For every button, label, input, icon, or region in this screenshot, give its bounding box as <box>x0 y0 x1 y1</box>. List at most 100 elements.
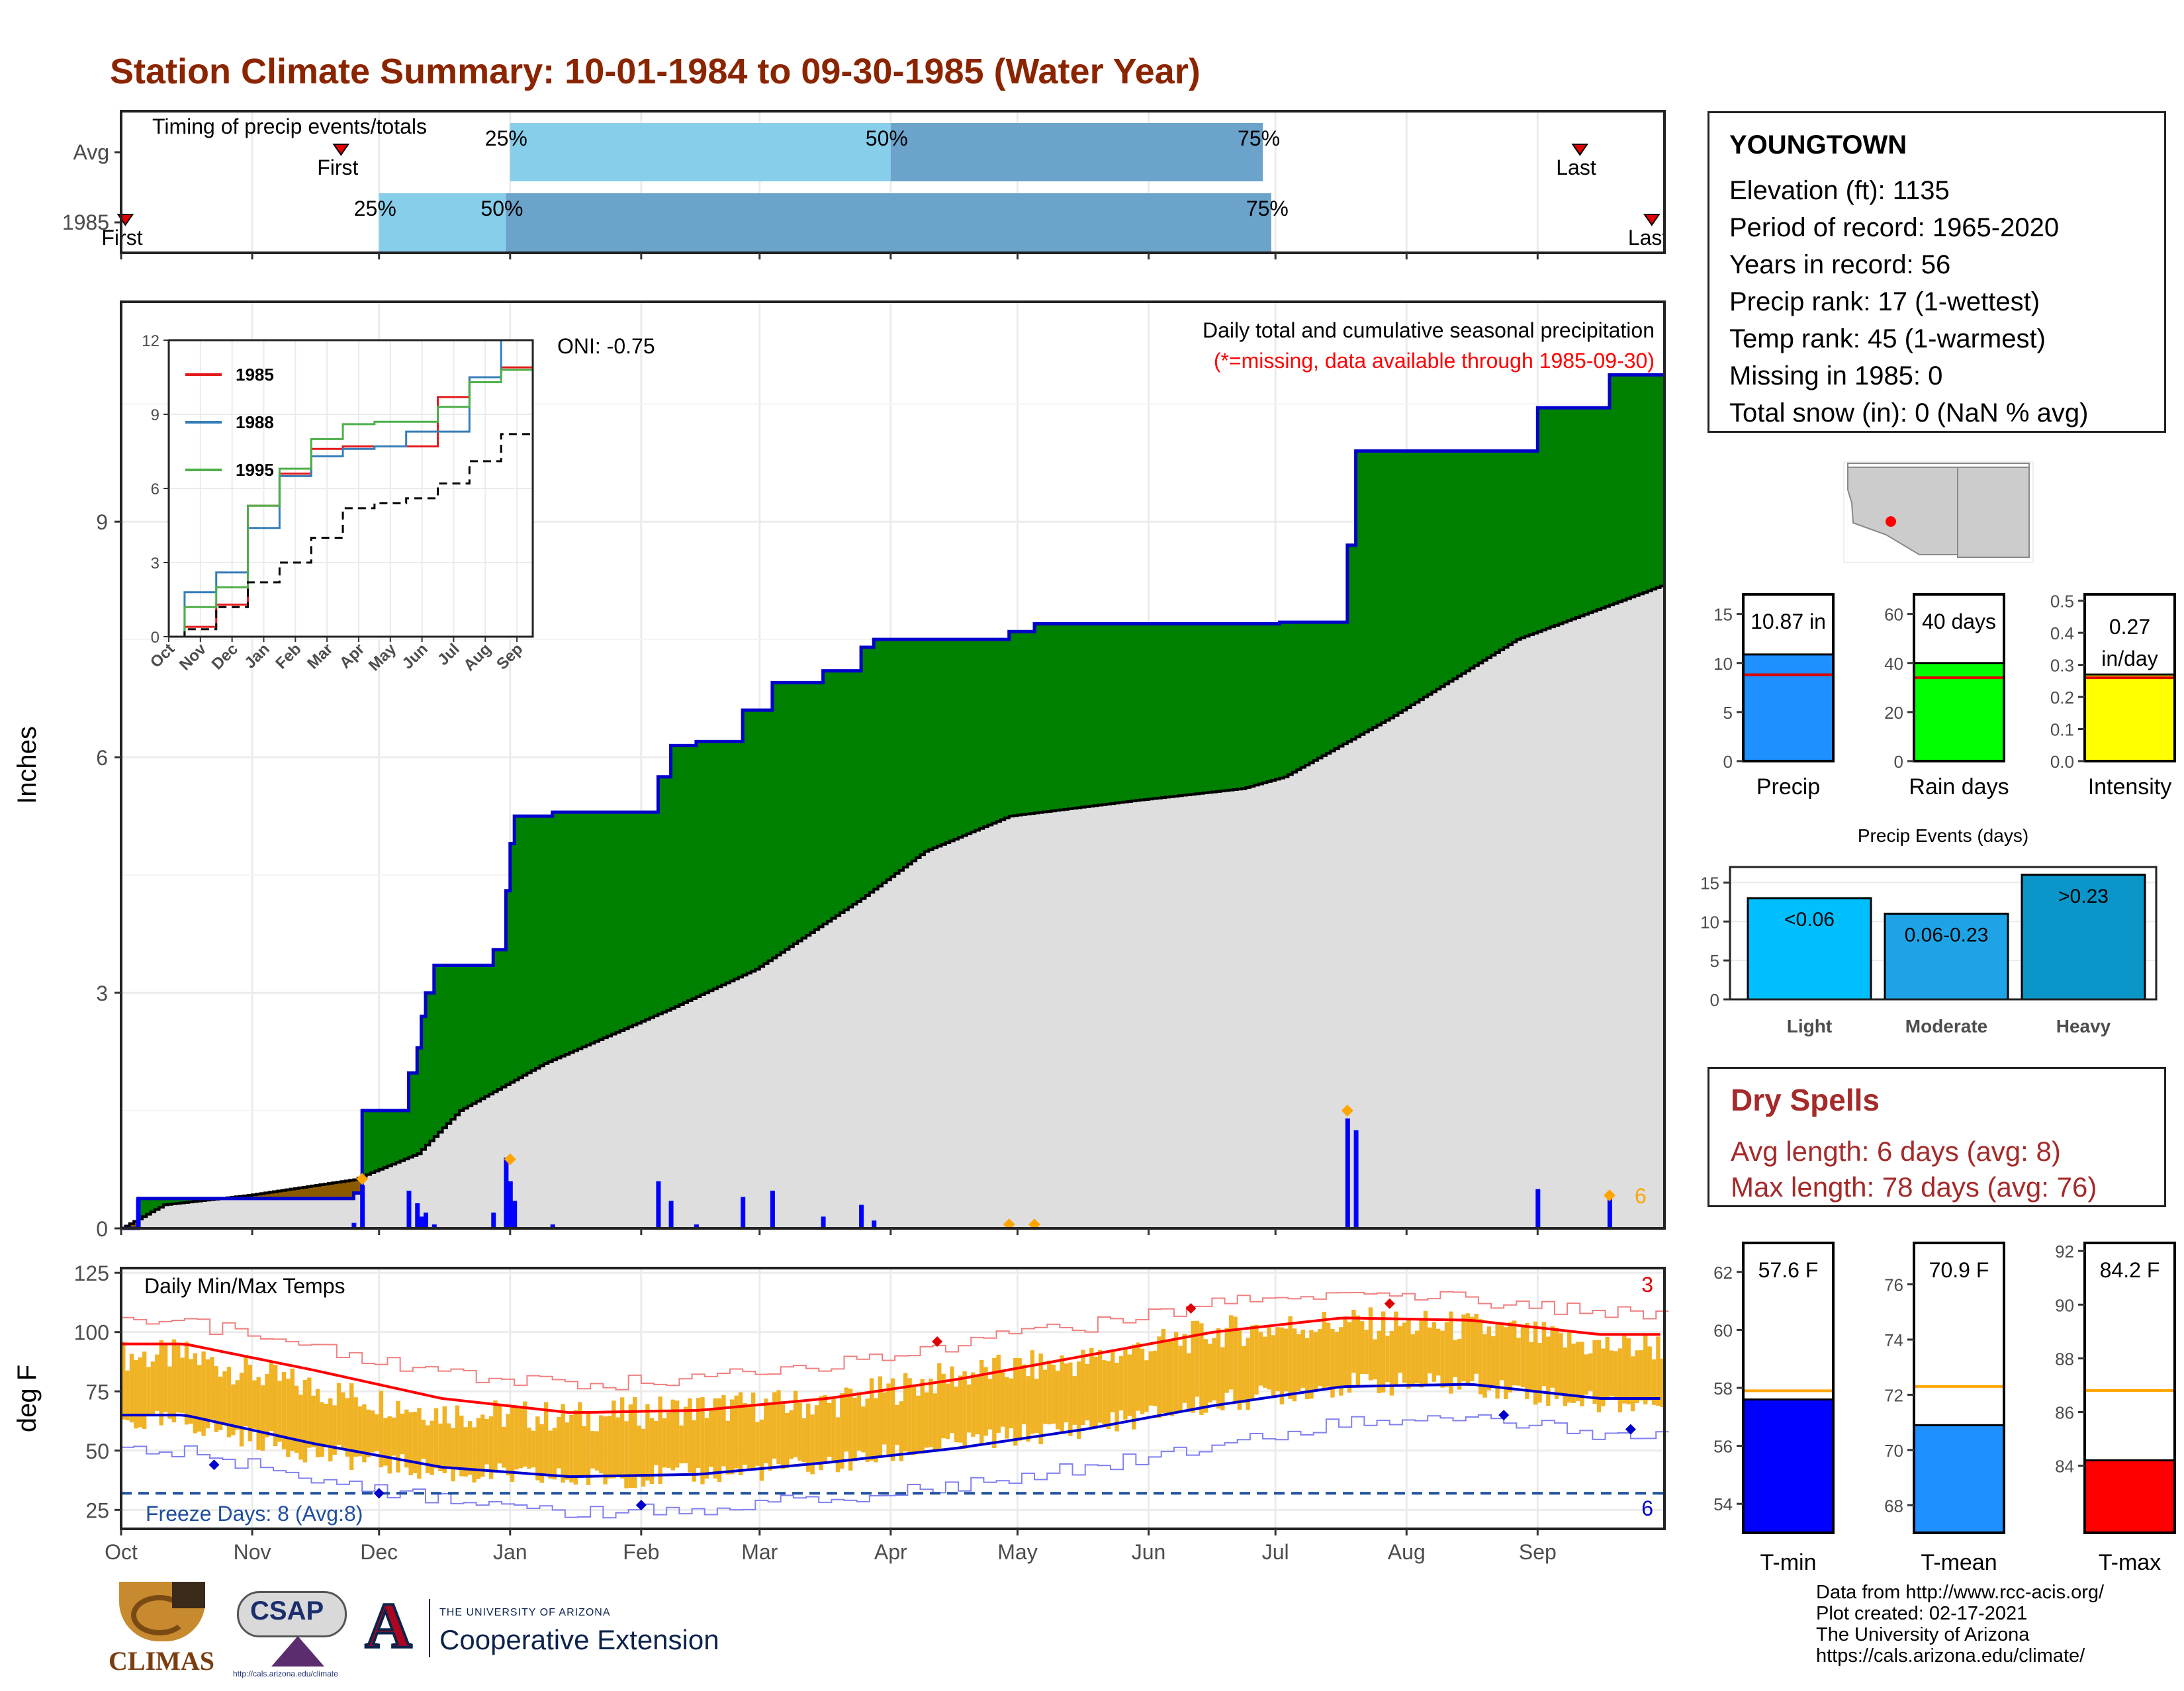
daily-temp-bar <box>1465 1313 1471 1387</box>
daily-temp-bar <box>1123 1348 1128 1420</box>
daily-temp-bar <box>1173 1332 1179 1412</box>
daily-temp-bar <box>1406 1318 1411 1389</box>
daily-temp-bar <box>1373 1339 1377 1380</box>
mini-y-tick: 40 <box>1884 654 1903 674</box>
daily-temp-bar <box>1491 1336 1496 1387</box>
daily-temp-bar <box>1614 1351 1618 1400</box>
daily-temp-bar <box>1385 1336 1390 1383</box>
page-title: Station Climate Summary: 10-01-1984 to 0… <box>110 52 1201 91</box>
daily-temp-bar <box>218 1376 223 1430</box>
daily-temp-bar <box>785 1412 790 1469</box>
daily-temp-bar <box>446 1423 451 1467</box>
month-tick-label: Feb <box>623 1540 659 1564</box>
daily-temp-bar <box>290 1368 295 1451</box>
temp-mini-y-tick: 90 <box>2055 1295 2074 1315</box>
daily-temp-bar <box>831 1396 836 1463</box>
daily-temp-bar <box>1359 1321 1365 1375</box>
daily-temp-bar <box>1423 1310 1428 1385</box>
month-tick-label: May <box>997 1540 1037 1564</box>
daily-temp-bar <box>713 1398 717 1479</box>
daily-temp-bar <box>730 1399 735 1475</box>
daily-precip-bar <box>512 1201 518 1228</box>
avg-cumulative-area <box>121 584 1664 1228</box>
daily-temp-bar <box>539 1424 544 1483</box>
daily-temp-bar <box>827 1402 832 1457</box>
daily-temp-bar <box>298 1394 303 1460</box>
daily-temp-bar <box>1224 1328 1229 1393</box>
daily-temp-bar <box>197 1365 202 1432</box>
daily-temp-bar <box>129 1353 134 1423</box>
climas-text: CLIMAS <box>109 1646 215 1676</box>
record-low-count: 6 <box>1641 1496 1653 1520</box>
daily-temp-bar <box>987 1379 993 1430</box>
oni-label: ONI: -0.75 <box>557 334 655 358</box>
daily-temp-bar <box>1258 1332 1263 1386</box>
daily-temp-bar <box>1626 1338 1631 1404</box>
daily-temp-bar <box>1575 1342 1580 1401</box>
daily-temp-bar <box>725 1420 731 1475</box>
precip-y-tick: 6 <box>96 746 108 770</box>
daily-temp-bar <box>1639 1350 1644 1400</box>
record-high-marker <box>1384 1298 1395 1309</box>
daily-precip-bar <box>859 1205 864 1228</box>
daily-temp-bar <box>552 1428 557 1480</box>
daily-temp-bar <box>1453 1340 1457 1377</box>
timing-label-75: 75% <box>1238 126 1280 150</box>
credit-line: The University of Arizona <box>1816 1624 2030 1645</box>
month-tick-label: Nov <box>234 1540 271 1564</box>
daily-temp-bar <box>1191 1320 1195 1413</box>
daily-temp-bar <box>1415 1330 1420 1384</box>
daily-temp-bar <box>1402 1322 1407 1383</box>
daily-temp-bar <box>1228 1315 1234 1390</box>
daily-temp-bar <box>1064 1363 1069 1423</box>
daily-temp-bar <box>641 1428 646 1487</box>
month-tick-label: Jan <box>493 1540 527 1564</box>
daily-temp-bar <box>1292 1328 1297 1402</box>
temp-mini-y-tick: 84 <box>2055 1457 2074 1477</box>
timing-first-label: First <box>317 156 358 179</box>
daily-temp-bar <box>1512 1320 1517 1386</box>
daily-temp-bar <box>1000 1372 1005 1427</box>
inset-y-tick: 3 <box>151 555 159 572</box>
daily-temp-bar <box>878 1376 883 1457</box>
cumulative-1985-line <box>121 373 1664 1230</box>
daily-temp-bar <box>1449 1311 1453 1394</box>
daily-temp-bar <box>1643 1334 1648 1404</box>
daily-temp-bar <box>1271 1335 1276 1396</box>
record-low-marker <box>373 1488 385 1499</box>
daily-temp-bar <box>662 1418 667 1468</box>
daily-temp-bar <box>1144 1360 1149 1412</box>
daily-precip-bar <box>550 1224 555 1228</box>
daily-temp-bar <box>958 1375 963 1443</box>
daily-temp-bar <box>341 1392 345 1448</box>
daily-temp-bar <box>426 1425 430 1473</box>
newmexico-shape-icon <box>1957 467 2030 558</box>
daily-temp-bar <box>1060 1355 1064 1432</box>
daily-temp-bar <box>336 1383 341 1445</box>
daily-temp-bar <box>163 1345 168 1412</box>
daily-temp-bar <box>844 1387 848 1452</box>
daily-precip-bar <box>821 1216 826 1228</box>
daily-precip-bar <box>1535 1189 1541 1228</box>
daily-temp-bar <box>176 1345 181 1413</box>
daily-temp-bar <box>1486 1326 1492 1391</box>
event-bar-label: >0.23 <box>2058 886 2109 907</box>
daily-temp-bar <box>674 1400 680 1468</box>
daily-temp-bar <box>747 1406 751 1471</box>
daily-temp-bar <box>1195 1320 1200 1397</box>
daily-temp-bar <box>1571 1344 1576 1404</box>
daily-record-marker <box>1341 1105 1353 1117</box>
timing-title: Timing of precip events/totals <box>152 114 427 138</box>
daily-temp-bar <box>848 1389 853 1471</box>
daily-temp-bar <box>598 1415 604 1474</box>
daily-temp-bar <box>506 1414 510 1476</box>
daily-temp-bar <box>527 1427 531 1469</box>
mountain-icon <box>271 1636 324 1667</box>
daily-temp-bar <box>1081 1349 1085 1426</box>
daily-temp-bar <box>561 1404 565 1483</box>
events-title: Precip Events (days) <box>1858 825 2028 846</box>
daily-temp-bar <box>941 1373 946 1439</box>
daily-temp-bar <box>772 1392 777 1459</box>
last-marker-icon <box>1571 144 1589 156</box>
daily-temp-bar <box>789 1410 794 1459</box>
